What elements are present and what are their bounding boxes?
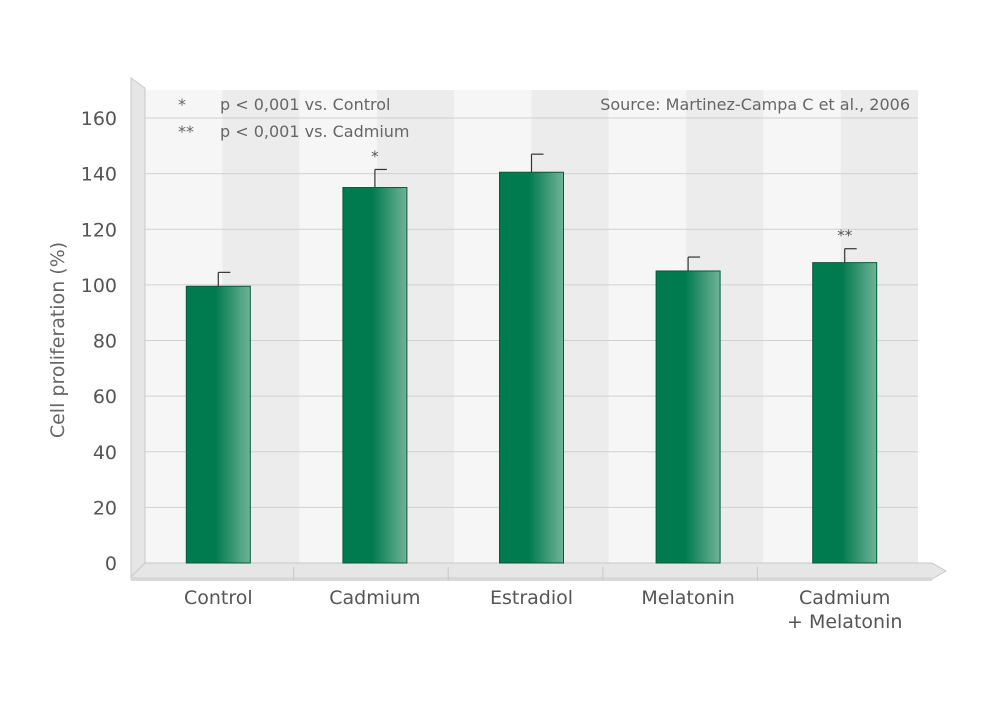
gridlines: 0 20 40 60 80 100 120 140 160 xyxy=(81,108,918,575)
note-symbol: * xyxy=(178,95,186,114)
significance-marker: * xyxy=(371,147,379,165)
y-tick-label: 80 xyxy=(93,331,117,353)
axes xyxy=(130,77,948,581)
y-tick-label: 0 xyxy=(105,553,117,575)
bars xyxy=(185,171,878,564)
x-tick-label: Estradiol xyxy=(490,587,573,609)
y-tick-label: 100 xyxy=(81,275,117,297)
x-axis-floor xyxy=(130,562,948,580)
note-symbol: ** xyxy=(178,122,194,141)
bar xyxy=(499,171,564,564)
y-tick-label: 40 xyxy=(93,442,117,464)
x-tick-label: + Melatonin xyxy=(787,611,902,633)
error-bars xyxy=(217,153,857,287)
bar xyxy=(185,285,251,564)
y-axis-wall xyxy=(130,77,146,579)
y-tick-label: 60 xyxy=(93,386,117,408)
y-axis-label: Cell proliferation (%) xyxy=(47,242,69,438)
labels: Control * Cadmium Estradiol Melatonin ** Cadmi… xyxy=(184,147,902,633)
y-tick-label: 20 xyxy=(93,497,117,519)
source-note: Source: Martinez-Campa C et al., 2006 xyxy=(600,95,910,114)
x-tick-label: Control xyxy=(184,587,253,609)
significance-marker: ** xyxy=(837,227,853,245)
bar xyxy=(342,187,408,564)
background-bands xyxy=(145,90,918,563)
y-tick-label: 160 xyxy=(81,108,117,130)
y-tick-label: 120 xyxy=(81,219,117,241)
note-text: p < 0,001 vs. Cadmium xyxy=(220,122,410,141)
x-tick-label: Melatonin xyxy=(641,587,734,609)
x-axis-edge xyxy=(131,577,932,581)
x-tick-label: Cadmium xyxy=(799,587,890,609)
bar xyxy=(655,270,721,564)
bar xyxy=(812,262,878,564)
y-tick-label: 140 xyxy=(81,164,117,186)
note-text: p < 0,001 vs. Control xyxy=(220,95,390,114)
x-tick-label: Cadmium xyxy=(329,587,420,609)
significance-legend: * p < 0,001 vs. Control ** p < 0,001 vs. Ca… xyxy=(178,95,410,141)
